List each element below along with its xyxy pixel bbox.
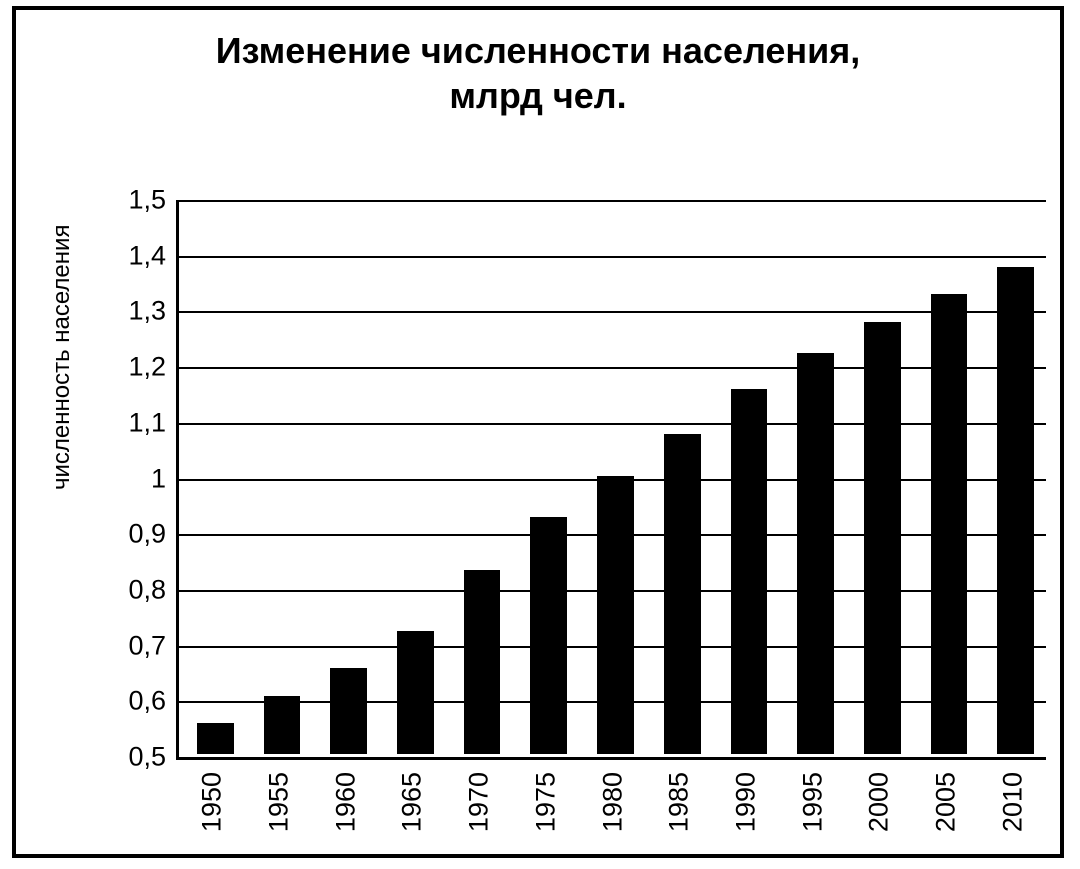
gridline: [179, 311, 1046, 313]
y-tick-label: 1: [106, 463, 166, 494]
y-tick-label: 0,7: [106, 630, 166, 661]
bar: [731, 389, 768, 754]
y-tick-label: 0,8: [106, 574, 166, 605]
x-tick-label: 2000: [864, 772, 895, 832]
bar: [464, 570, 501, 754]
y-tick-label: 1,3: [106, 296, 166, 327]
chart-title-line2: млрд чел.: [449, 75, 626, 116]
y-tick-label: 1,5: [106, 185, 166, 216]
bar: [997, 267, 1034, 754]
x-tick-label: 1955: [264, 772, 295, 832]
gridline: [179, 367, 1046, 369]
bar: [197, 723, 234, 754]
bar: [931, 294, 968, 754]
x-tick-label: 1985: [664, 772, 695, 832]
bar: [664, 434, 701, 754]
y-tick-label: 1,1: [106, 407, 166, 438]
gridline: [179, 423, 1046, 425]
chart-frame: Изменение численности населения, млрд че…: [12, 6, 1064, 858]
x-tick-label: 1970: [464, 772, 495, 832]
bar: [264, 696, 301, 754]
chart-title-line1: Изменение численности населения,: [216, 30, 861, 71]
bar: [530, 517, 567, 754]
x-tick-label: 2005: [930, 772, 961, 832]
bar: [864, 322, 901, 754]
bar: [330, 668, 367, 754]
x-tick-label: 1975: [530, 772, 561, 832]
gridline: [179, 200, 1046, 202]
bar: [797, 353, 834, 754]
chart-title: Изменение численности населения, млрд че…: [16, 28, 1060, 118]
x-tick-label: 1990: [730, 772, 761, 832]
y-tick-label: 0,9: [106, 519, 166, 550]
gridline: [179, 256, 1046, 258]
x-tick-label: 1980: [597, 772, 628, 832]
plot-area: [176, 200, 1046, 760]
x-tick-label: 2010: [997, 772, 1028, 832]
y-tick-label: 1,2: [106, 352, 166, 383]
x-tick-label: 1995: [797, 772, 828, 832]
x-tick-label: 1965: [397, 772, 428, 832]
plot-wrap: [176, 200, 1046, 760]
bar: [597, 476, 634, 755]
y-tick-label: 0,5: [106, 742, 166, 773]
y-tick-label: 1,4: [106, 240, 166, 271]
y-axis-title: численность населения: [48, 225, 76, 490]
x-tick-label: 1960: [330, 772, 361, 832]
x-tick-label: 1950: [197, 772, 228, 832]
bar: [397, 631, 434, 754]
y-tick-label: 0,6: [106, 686, 166, 717]
